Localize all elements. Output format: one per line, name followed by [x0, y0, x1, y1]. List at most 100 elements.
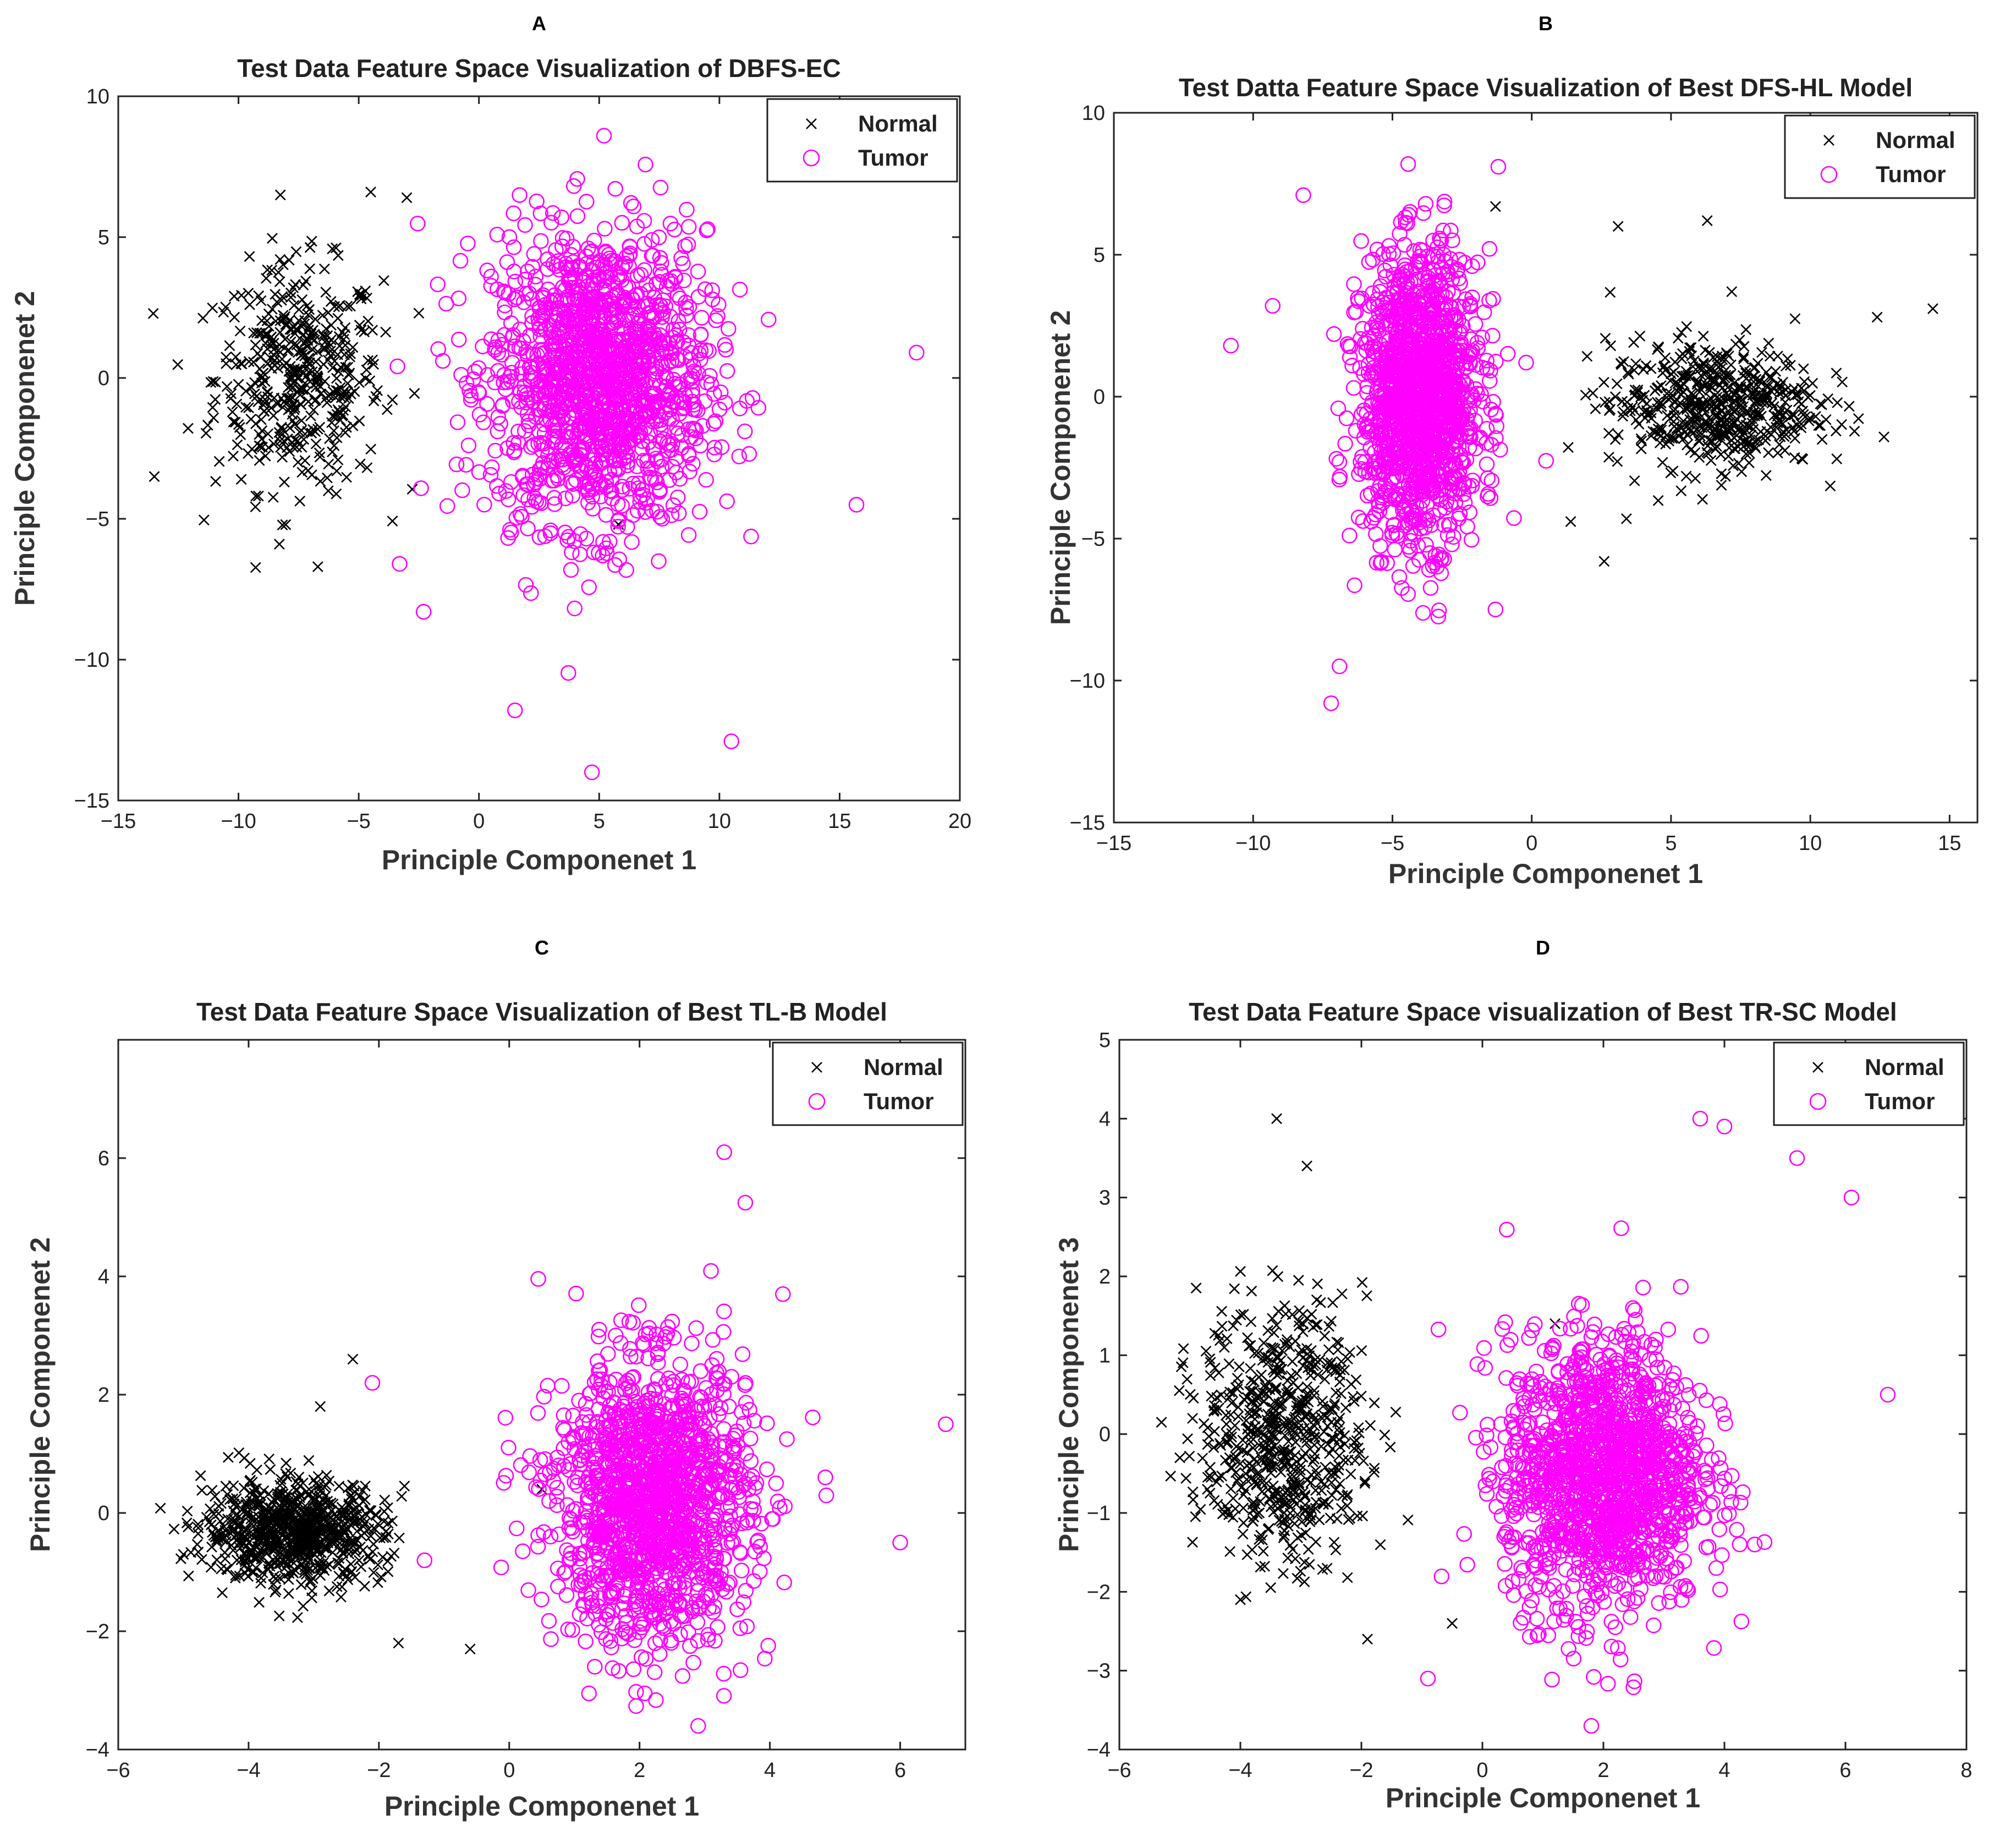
- point-tumor: [651, 273, 668, 290]
- point-normal: [1878, 431, 1889, 443]
- point-tumor: [1403, 333, 1419, 349]
- point-tumor: [1446, 379, 1463, 396]
- point-normal: [1669, 377, 1681, 389]
- point-tumor: [525, 346, 541, 363]
- point-normal: [1635, 433, 1647, 445]
- series-tumor: [364, 1144, 954, 1734]
- point-normal: [1590, 403, 1601, 414]
- point-tumor: [721, 321, 737, 337]
- point-normal: [1656, 422, 1667, 434]
- point-normal: [1622, 403, 1634, 414]
- point-tumor: [580, 484, 596, 501]
- point-tumor: [601, 351, 617, 367]
- point-normal: [1628, 337, 1639, 348]
- point-normal: [1716, 468, 1727, 480]
- point-normal: [1655, 430, 1666, 442]
- point-normal: [311, 375, 323, 387]
- point-normal: [1675, 485, 1687, 497]
- y-tick-label: −10: [74, 649, 109, 672]
- point-tumor: [732, 282, 748, 298]
- point-tumor: [575, 380, 591, 396]
- point-normal: [213, 456, 225, 467]
- point-tumor: [1404, 446, 1420, 462]
- point-tumor: [1382, 354, 1399, 370]
- point-normal: [274, 189, 286, 201]
- point-tumor: [651, 553, 667, 569]
- point-tumor: [524, 315, 540, 331]
- point-normal: [1738, 341, 1750, 352]
- point-tumor: [686, 421, 703, 437]
- point-normal: [382, 1566, 394, 1577]
- point-normal: [382, 1555, 393, 1567]
- point-tumor: [494, 398, 510, 414]
- point-tumor: [693, 342, 709, 359]
- x-tick-label: 2: [634, 1759, 645, 1782]
- point-tumor: [1406, 364, 1423, 381]
- point-tumor: [569, 449, 585, 465]
- point-tumor: [1331, 454, 1348, 470]
- point-normal: [1676, 327, 1687, 338]
- point-normal: [266, 402, 277, 414]
- point-tumor: [1365, 349, 1382, 366]
- point-tumor: [1393, 429, 1409, 445]
- axes-box: [117, 1039, 966, 1751]
- point-tumor: [697, 281, 713, 297]
- point-normal: [1796, 382, 1807, 394]
- point-tumor: [680, 218, 697, 235]
- point-normal: [273, 539, 285, 550]
- point-normal: [302, 335, 314, 347]
- point-tumor: [413, 480, 429, 496]
- point-normal: [193, 1528, 204, 1539]
- point-normal: [306, 366, 318, 377]
- point-normal: [310, 438, 322, 449]
- point-tumor: [1459, 519, 1475, 535]
- point-tumor: [1480, 470, 1496, 486]
- point-tumor: [564, 544, 580, 561]
- point-tumor: [1499, 346, 1516, 362]
- point-tumor: [710, 308, 726, 324]
- point-normal: [1622, 367, 1634, 378]
- point-normal: [1617, 396, 1628, 407]
- point-normal: [1693, 361, 1705, 372]
- point-tumor: [471, 407, 488, 423]
- point-tumor: [497, 381, 514, 397]
- point-tumor: [546, 490, 562, 506]
- point-normal: [1825, 480, 1836, 492]
- point-normal: [286, 391, 298, 403]
- point-normal: [284, 446, 295, 457]
- point-tumor: [515, 294, 532, 310]
- point-normal: [278, 476, 290, 488]
- point-tumor: [623, 195, 639, 211]
- point-tumor: [505, 393, 521, 409]
- point-tumor: [1338, 410, 1355, 426]
- point-normal: [254, 429, 265, 440]
- point-normal: [312, 1471, 324, 1482]
- point-tumor: [632, 321, 649, 338]
- point-normal: [1598, 377, 1609, 388]
- point-tumor: [409, 216, 426, 232]
- series-normal: [155, 1353, 547, 1655]
- x-tick-label: 5: [1665, 832, 1677, 855]
- point-normal: [308, 404, 319, 416]
- point-tumor: [616, 401, 631, 417]
- point-normal: [1698, 380, 1710, 392]
- point-tumor: [1430, 239, 1446, 255]
- x-tick-label: −5: [347, 810, 370, 833]
- point-tumor: [611, 551, 628, 567]
- point-normal: [293, 1471, 305, 1483]
- point-tumor: [743, 528, 759, 545]
- point-tumor: [573, 259, 589, 275]
- point-normal: [1768, 410, 1780, 421]
- point-normal: [304, 263, 316, 275]
- point-normal: [1798, 409, 1809, 420]
- point-tumor: [573, 424, 589, 441]
- point-tumor: [706, 415, 722, 432]
- point-tumor: [596, 278, 612, 294]
- point-tumor: [561, 409, 577, 425]
- point-tumor: [1426, 345, 1443, 361]
- point-tumor: [528, 277, 543, 293]
- point-tumor: [1442, 323, 1458, 339]
- point-normal: [293, 304, 305, 315]
- y-tick-label: 10: [86, 85, 109, 108]
